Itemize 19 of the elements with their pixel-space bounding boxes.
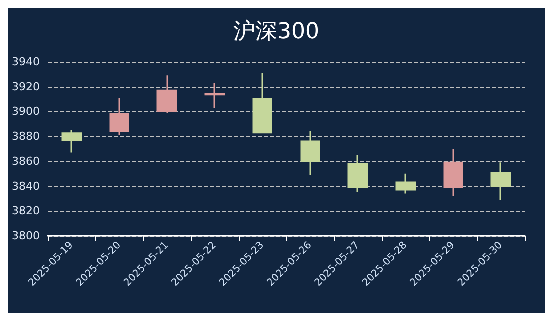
candlestick	[348, 154, 368, 194]
candlestick	[300, 130, 320, 176]
y-tick-label: 3840	[12, 180, 40, 193]
y-tick-label: 3860	[12, 154, 40, 168]
candlestick	[156, 74, 178, 114]
candlestick	[204, 82, 226, 109]
y-tick-label: 3900	[12, 105, 40, 118]
y-tick-label: 3800	[12, 230, 40, 242]
candlestick	[252, 72, 272, 134]
y-tick-label: 3920	[12, 80, 40, 94]
candlestick	[444, 148, 464, 197]
candlestick	[490, 162, 512, 201]
candlestick	[396, 173, 416, 194]
candlestick	[110, 97, 130, 136]
y-tick-label: 3940	[12, 56, 40, 68]
y-tick-label: 3820	[12, 204, 40, 218]
y-tick-label: 3880	[12, 130, 40, 144]
chart-title: 沪深300	[234, 20, 320, 44]
candlestick	[62, 130, 82, 154]
